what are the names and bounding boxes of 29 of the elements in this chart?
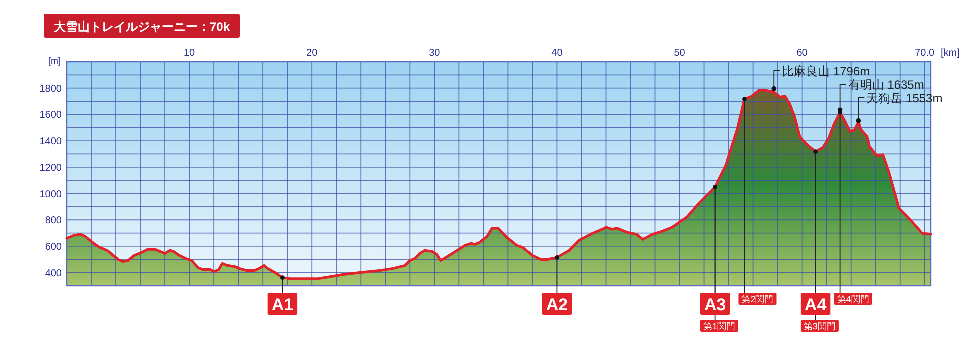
y-tick-label: 400: [45, 268, 62, 280]
y-tick-label: 1600: [40, 110, 62, 122]
x-tick-label: 20: [306, 48, 318, 59]
y-tick-label: 600: [45, 242, 62, 253]
annotation: 第1関門: [703, 322, 736, 332]
x-tick-label: 50: [674, 48, 686, 59]
y-tick-label: 1400: [40, 136, 62, 148]
y-axis-title: [m]: [48, 56, 61, 66]
annotation: 天狗岳 1553m: [866, 92, 943, 106]
x-tick-label: 10: [184, 48, 196, 59]
x-axis-title: [km]: [941, 48, 960, 59]
annotation: A1: [272, 296, 294, 314]
x-tick-label: 30: [429, 48, 441, 59]
annotation: 第3関門: [804, 322, 836, 332]
x-tick-label: 60: [796, 48, 808, 59]
y-tick-label: 1800: [40, 84, 62, 95]
y-tick-label: 800: [45, 216, 62, 227]
annotation: 第2関門: [742, 294, 774, 304]
chart-title: 大雪山トレイルジャーニー：70k: [54, 20, 230, 34]
x-tick-label: 70.0: [915, 48, 936, 59]
x-tick-label: 40: [552, 48, 564, 59]
annotation: 有明山 1635m: [848, 78, 924, 92]
annotation: A2: [546, 296, 568, 314]
annotation: 比麻良山 1796m: [782, 64, 870, 78]
y-tick-label: 1000: [40, 189, 62, 200]
annotation: A3: [704, 296, 726, 314]
y-tick-label: 1200: [40, 162, 62, 174]
annotation: A4: [804, 296, 828, 314]
annotation: 第4関門: [837, 294, 870, 304]
